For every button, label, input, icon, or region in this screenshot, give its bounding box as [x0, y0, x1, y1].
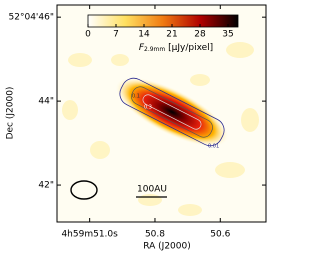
beam — [70, 180, 98, 200]
colorbar-tick-label: 35 — [222, 30, 233, 40]
colorbar-tick-label: 0 — [85, 30, 91, 40]
colorbar-tick-label: 28 — [194, 30, 206, 40]
colorbar-tick-label: 21 — [166, 30, 177, 40]
contour-label: 0.1 — [132, 94, 140, 100]
plot-frame — [56, 4, 267, 223]
y-tick-label: 44" — [38, 97, 54, 107]
y-axis-label: Dec (J2000) — [6, 87, 16, 140]
contour-label: 0.01 — [208, 144, 219, 150]
scalebar-label: 100AU — [137, 185, 167, 195]
y-tick-label: 52°04'46" — [9, 13, 54, 23]
image: 0.01 0.1 0.3 — [57, 5, 266, 222]
y-tick-label: 42" — [38, 181, 54, 191]
colorbar-tick-label: 14 — [138, 30, 150, 40]
x-axis-label: RA (J2000) — [143, 242, 191, 252]
contour-label: 0.3 — [144, 105, 152, 111]
colorbar — [87, 14, 239, 28]
x-tick-label: 50.6 — [210, 230, 230, 240]
chart: 0.01 0.1 0.3 F2.9mm [μJy/pixel] 100AU RA… — [6, 4, 267, 252]
colorbar-label: F2.9mm [μJy/pixel] — [139, 43, 213, 53]
colorbar-tick-label: 7 — [113, 30, 119, 40]
x-tick-label: 50.8 — [145, 230, 165, 240]
x-tick-label: 4h59m51.0s — [61, 230, 118, 240]
